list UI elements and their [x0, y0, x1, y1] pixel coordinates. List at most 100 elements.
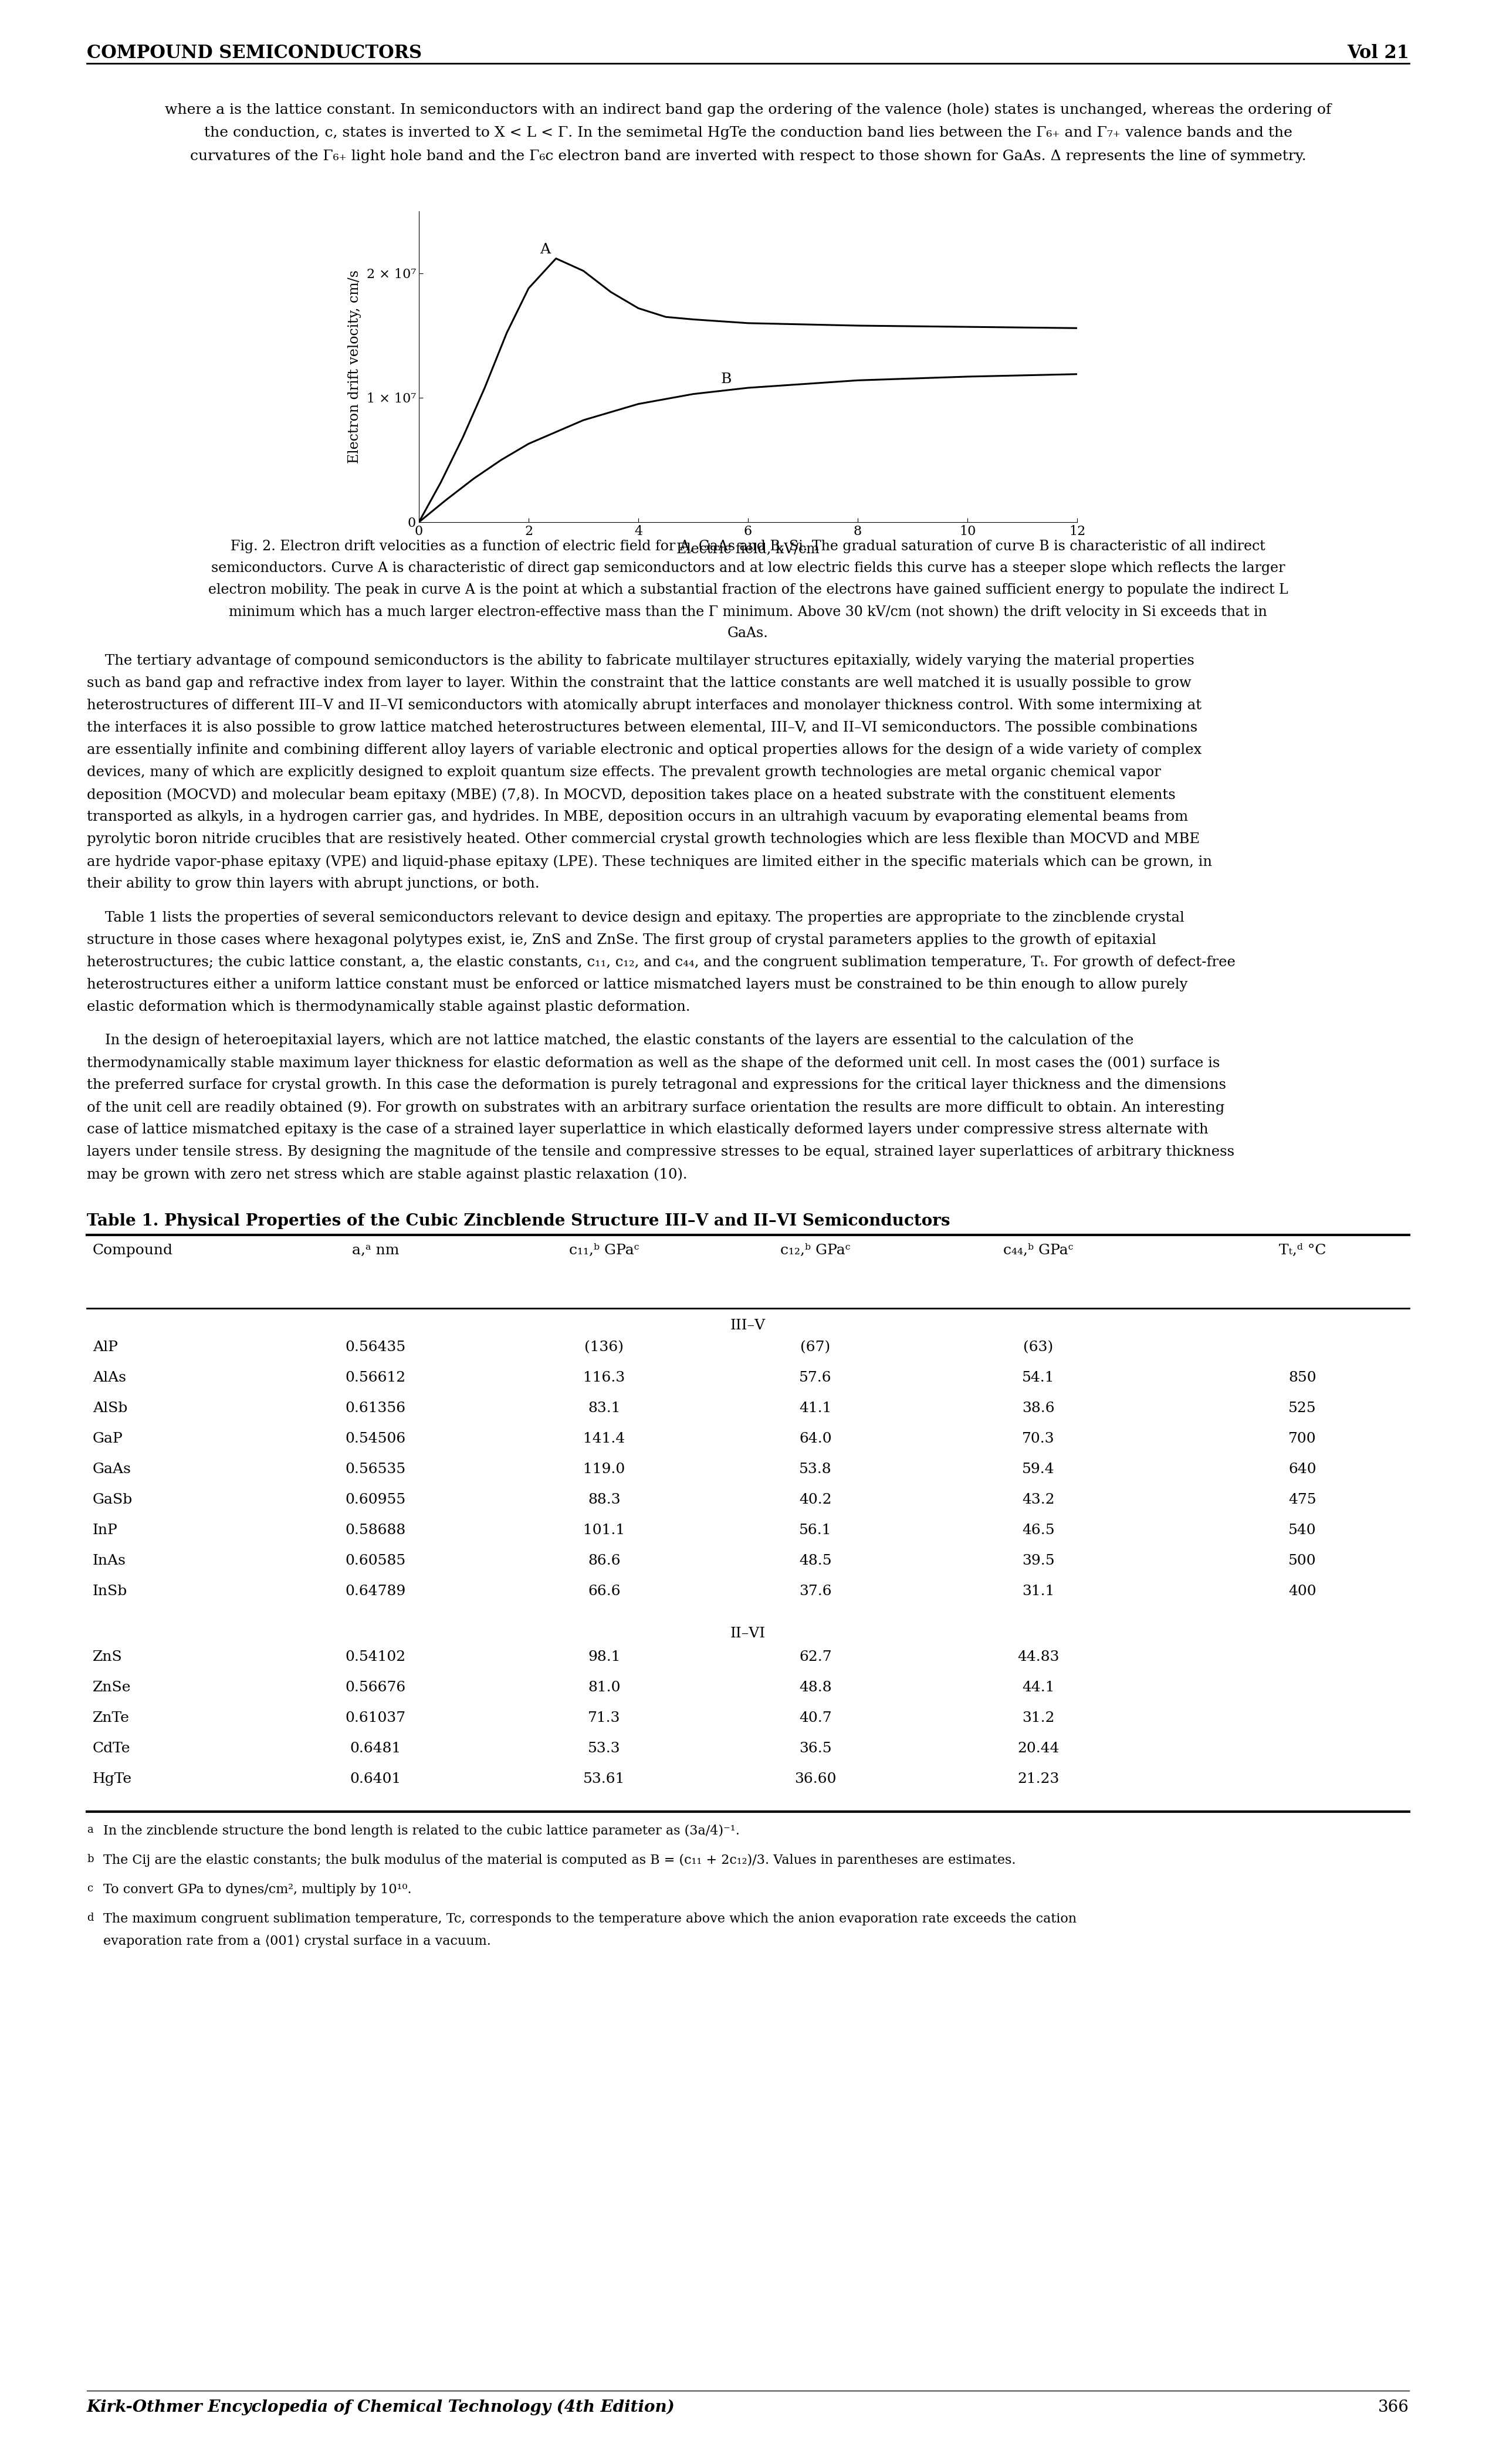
Text: their ability to grow thin layers with abrupt junctions, or both.: their ability to grow thin layers with a… — [87, 877, 540, 890]
Text: 54.1: 54.1 — [1022, 1370, 1055, 1385]
Text: 66.6: 66.6 — [588, 1584, 621, 1599]
Text: 31.1: 31.1 — [1022, 1584, 1055, 1599]
Text: 64.0: 64.0 — [799, 1432, 832, 1446]
Text: 0.61037: 0.61037 — [346, 1712, 405, 1725]
Text: II–VI: II–VI — [730, 1626, 766, 1641]
Text: 475: 475 — [1288, 1493, 1316, 1506]
Text: HgTe: HgTe — [93, 1772, 132, 1786]
Text: evaporation rate from a ⟨001⟩ crystal surface in a vacuum.: evaporation rate from a ⟨001⟩ crystal su… — [103, 1934, 491, 1947]
Text: 400: 400 — [1288, 1584, 1316, 1599]
Text: 31.2: 31.2 — [1022, 1712, 1055, 1725]
Text: layers under tensile stress. By designing the magnitude of the tensile and compr: layers under tensile stress. By designin… — [87, 1146, 1234, 1158]
Text: heterostructures of different III–V and II–VI semiconductors with atomically abr: heterostructures of different III–V and … — [87, 700, 1201, 712]
Text: such as band gap and refractive index from layer to layer. Within the constraint: such as band gap and refractive index fr… — [87, 678, 1191, 690]
Text: 366: 366 — [1378, 2400, 1409, 2415]
Text: minimum which has a much larger electron-effective mass than the Γ minimum. Abov: minimum which has a much larger electron… — [229, 604, 1267, 618]
Text: Compound: Compound — [93, 1244, 174, 1257]
Text: COMPOUND SEMICONDUCTORS: COMPOUND SEMICONDUCTORS — [87, 44, 422, 62]
Text: GaSb: GaSb — [93, 1493, 133, 1506]
Text: 40.7: 40.7 — [799, 1712, 832, 1725]
Text: 62.7: 62.7 — [799, 1651, 832, 1663]
Text: pyrolytic boron nitride crucibles that are resistively heated. Other commercial : pyrolytic boron nitride crucibles that a… — [87, 833, 1200, 845]
Text: InAs: InAs — [93, 1555, 126, 1567]
Text: 41.1: 41.1 — [799, 1402, 832, 1414]
Text: 640: 640 — [1288, 1464, 1316, 1476]
Text: devices, many of which are explicitly designed to exploit quantum size effects. : devices, many of which are explicitly de… — [87, 766, 1161, 779]
Text: AlP: AlP — [93, 1340, 118, 1355]
Text: heterostructures either a uniform lattice constant must be enforced or lattice m: heterostructures either a uniform lattic… — [87, 978, 1188, 991]
Text: elastic deformation which is thermodynamically stable against plastic deformatio: elastic deformation which is thermodynam… — [87, 1000, 690, 1013]
Text: 0.54506: 0.54506 — [346, 1432, 405, 1446]
Text: the conduction, c, states is inverted to X < L < Γ. In the semimetal HgTe the co: the conduction, c, states is inverted to… — [203, 126, 1293, 140]
Text: InP: InP — [93, 1523, 118, 1538]
Text: a,ᵃ nm: a,ᵃ nm — [352, 1244, 399, 1257]
Text: 44.83: 44.83 — [1017, 1651, 1059, 1663]
Text: 48.8: 48.8 — [799, 1680, 832, 1695]
Text: 40.2: 40.2 — [799, 1493, 832, 1506]
Text: 83.1: 83.1 — [588, 1402, 621, 1414]
Text: GaAs: GaAs — [93, 1464, 132, 1476]
Text: 101.1: 101.1 — [583, 1523, 625, 1538]
Text: Vol 21: Vol 21 — [1346, 44, 1409, 62]
Text: 0.56676: 0.56676 — [346, 1680, 405, 1695]
Text: GaAs.: GaAs. — [727, 626, 769, 641]
Text: The maximum congruent sublimation temperature, Tc, corresponds to the temperatur: The maximum congruent sublimation temper… — [103, 1912, 1077, 1924]
Text: III–V: III–V — [730, 1318, 766, 1333]
Text: 38.6: 38.6 — [1022, 1402, 1055, 1414]
Text: 71.3: 71.3 — [588, 1712, 621, 1725]
Text: 0.56612: 0.56612 — [346, 1370, 405, 1385]
Text: 59.4: 59.4 — [1022, 1464, 1055, 1476]
Text: 36.60: 36.60 — [794, 1772, 836, 1786]
Text: 81.0: 81.0 — [588, 1680, 621, 1695]
X-axis label: Electric field, kV/cm: Electric field, kV/cm — [676, 542, 820, 557]
Text: 0.58688: 0.58688 — [346, 1523, 405, 1538]
Text: 37.6: 37.6 — [799, 1584, 832, 1599]
Text: 0.56535: 0.56535 — [346, 1464, 405, 1476]
Text: 0.60585: 0.60585 — [346, 1555, 405, 1567]
Text: 36.5: 36.5 — [799, 1742, 832, 1754]
Text: curvatures of the Γ₆₊ light hole band and the Γ₆c electron band are inverted wit: curvatures of the Γ₆₊ light hole band an… — [190, 150, 1306, 163]
Text: the interfaces it is also possible to grow lattice matched heterostructures betw: the interfaces it is also possible to gr… — [87, 722, 1197, 734]
Text: where a is the lattice constant. In semiconductors with an indirect band gap the: where a is the lattice constant. In semi… — [165, 103, 1331, 116]
Text: 86.6: 86.6 — [588, 1555, 621, 1567]
Text: 540: 540 — [1288, 1523, 1316, 1538]
Text: B: B — [721, 372, 732, 387]
Text: are hydride vapor-phase epitaxy (VPE) and liquid-phase epitaxy (LPE). These tech: are hydride vapor-phase epitaxy (VPE) an… — [87, 855, 1212, 870]
Text: A: A — [540, 244, 551, 256]
Text: The tertiary advantage of compound semiconductors is the ability to fabricate mu: The tertiary advantage of compound semic… — [87, 653, 1194, 668]
Text: 88.3: 88.3 — [588, 1493, 621, 1506]
Text: 44.1: 44.1 — [1022, 1680, 1055, 1695]
Text: 57.6: 57.6 — [799, 1370, 832, 1385]
Text: 43.2: 43.2 — [1022, 1493, 1055, 1506]
Text: 0.6481: 0.6481 — [350, 1742, 401, 1754]
Y-axis label: Electron drift velocity, cm/s: Electron drift velocity, cm/s — [349, 271, 362, 463]
Text: thermodynamically stable maximum layer thickness for elastic deformation as well: thermodynamically stable maximum layer t… — [87, 1057, 1219, 1069]
Text: the preferred surface for crystal growth. In this case the deformation is purely: the preferred surface for crystal growth… — [87, 1079, 1227, 1092]
Text: Kirk-Othmer Encyclopedia of Chemical Technology (4th Edition): Kirk-Othmer Encyclopedia of Chemical Tec… — [87, 2400, 675, 2415]
Text: AlAs: AlAs — [93, 1370, 126, 1385]
Text: 500: 500 — [1288, 1555, 1316, 1567]
Text: c₄₄,ᵇ GPaᶜ: c₄₄,ᵇ GPaᶜ — [1004, 1244, 1074, 1257]
Text: 0.56435: 0.56435 — [346, 1340, 405, 1355]
Text: In the design of heteroepitaxial layers, which are not lattice matched, the elas: In the design of heteroepitaxial layers,… — [87, 1035, 1134, 1047]
Text: heterostructures; the cubic lattice constant, a, the elastic constants, c₁₁, c₁₂: heterostructures; the cubic lattice cons… — [87, 956, 1236, 968]
Text: 56.1: 56.1 — [799, 1523, 832, 1538]
Text: GaP: GaP — [93, 1432, 123, 1446]
Text: 0.64789: 0.64789 — [346, 1584, 405, 1599]
Text: 0.6401: 0.6401 — [350, 1772, 401, 1786]
Text: 70.3: 70.3 — [1022, 1432, 1055, 1446]
Text: Table 1. Physical Properties of the Cubic Zincblende Structure III–V and II–VI S: Table 1. Physical Properties of the Cubi… — [87, 1212, 950, 1230]
Text: ZnSe: ZnSe — [93, 1680, 132, 1695]
Text: 850: 850 — [1288, 1370, 1316, 1385]
Text: 39.5: 39.5 — [1022, 1555, 1055, 1567]
Text: 46.5: 46.5 — [1022, 1523, 1055, 1538]
Text: 141.4: 141.4 — [583, 1432, 625, 1446]
Text: (67): (67) — [800, 1340, 830, 1355]
Text: 21.23: 21.23 — [1017, 1772, 1059, 1786]
Text: 0.60955: 0.60955 — [346, 1493, 405, 1506]
Text: 53.61: 53.61 — [583, 1772, 625, 1786]
Text: The Cij are the elastic constants; the bulk modulus of the material is computed : The Cij are the elastic constants; the b… — [103, 1853, 1016, 1868]
Text: (136): (136) — [585, 1340, 624, 1355]
Text: 116.3: 116.3 — [583, 1370, 625, 1385]
Text: To convert GPa to dynes/cm², multiply by 10¹⁰.: To convert GPa to dynes/cm², multiply by… — [103, 1882, 411, 1897]
